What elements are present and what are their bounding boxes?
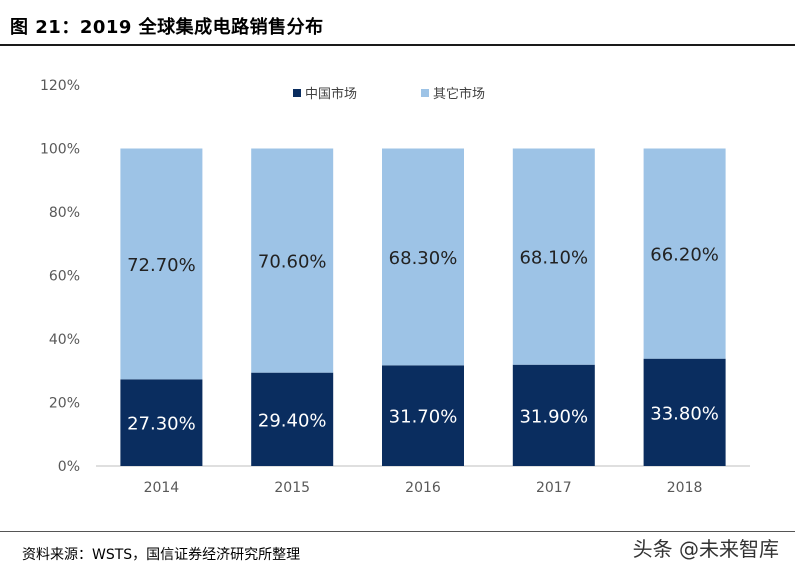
y-tick-label: 0% — [58, 459, 80, 475]
legend-label: 中国市场 — [305, 86, 357, 102]
data-label: 72.70% — [127, 255, 196, 276]
footer-divider — [0, 531, 795, 532]
x-tick-label: 2015 — [274, 480, 310, 496]
x-tick-label: 2016 — [405, 480, 441, 496]
y-tick-label: 120% — [40, 78, 80, 94]
legend-swatch-china — [293, 89, 301, 97]
source-note: 资料来源：WSTS，国信证券经济研究所整理 — [22, 544, 300, 564]
data-label: 68.10% — [519, 248, 588, 269]
legend-swatch-other — [421, 89, 429, 97]
data-label: 33.80% — [650, 403, 719, 424]
data-label: 27.30% — [127, 414, 196, 435]
x-tick-label: 2014 — [144, 480, 180, 496]
data-label: 68.30% — [389, 248, 458, 269]
title-bar: 图 21：2019 全球集成电路销售分布 — [0, 0, 795, 46]
x-tick-label: 2018 — [667, 480, 703, 496]
legend-label: 其它市场 — [433, 86, 485, 102]
stacked-bar-chart: 0% 20% 40% 60% 80% 100% 120% 27.30% 72.70% 2014 29… — [0, 46, 795, 528]
y-tick-label: 100% — [40, 142, 80, 158]
y-tick-label: 20% — [49, 396, 80, 412]
data-label: 29.40% — [258, 410, 327, 431]
chart-title: 图 21：2019 全球集成电路销售分布 — [10, 13, 324, 39]
data-label: 66.20% — [650, 245, 719, 266]
data-label: 31.90% — [519, 406, 588, 427]
chart-area: 0% 20% 40% 60% 80% 100% 120% 27.30% 72.70% 2014 29… — [0, 46, 795, 528]
data-label: 70.60% — [258, 252, 327, 273]
watermark-text: 头条 @未来智库 — [633, 533, 779, 562]
data-label: 31.70% — [389, 407, 458, 428]
y-tick-label: 80% — [49, 205, 80, 221]
x-tick-label: 2017 — [536, 480, 572, 496]
y-tick-label: 40% — [49, 332, 80, 348]
y-tick-label: 60% — [49, 269, 80, 285]
